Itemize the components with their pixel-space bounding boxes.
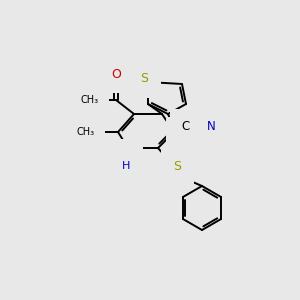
Text: O: O [111,68,121,80]
Text: C: C [182,121,190,134]
Text: CH₃: CH₃ [176,127,194,137]
Text: S: S [173,160,181,173]
Text: CH₃: CH₃ [81,95,99,105]
Text: H: H [122,161,130,171]
Text: CH₃: CH₃ [77,127,95,137]
Text: N: N [207,121,215,134]
Text: S: S [140,73,148,85]
Text: N: N [121,152,131,164]
